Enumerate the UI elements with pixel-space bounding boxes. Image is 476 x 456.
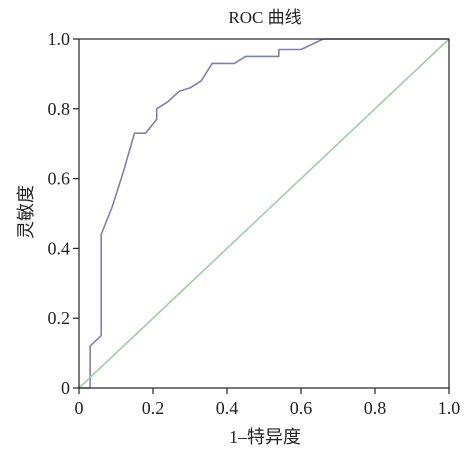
roc-curve [79,38,449,389]
x-tick-label: 0.2 [142,398,165,418]
x-axis-label: 1–特异度 [229,427,301,447]
x-tick-label: 1.0 [438,398,461,418]
x-tick-label: 0.6 [290,398,313,418]
chart-title: ROC 曲线 [228,8,301,27]
y-tick-label: 0 [61,378,70,398]
y-tick-label: 1.0 [48,29,71,49]
y-tick-label: 0.8 [48,99,71,119]
x-tick-label: 0 [75,398,84,418]
plot-frame [78,38,450,389]
y-axis-label: 灵敏度 [16,185,36,239]
reference-line [78,38,450,389]
y-tick-label: 0.6 [48,169,71,189]
y-tick-label: 0.4 [48,238,71,258]
x-tick-label: 0.4 [216,398,239,418]
plot-area: 0 0.2 0.4 0.6 0.8 1.0 0 0.2 0.4 0.6 0.8 1.0 [48,29,461,418]
x-tick-label: 0.8 [364,398,387,418]
y-tick-label: 0.2 [48,308,71,328]
